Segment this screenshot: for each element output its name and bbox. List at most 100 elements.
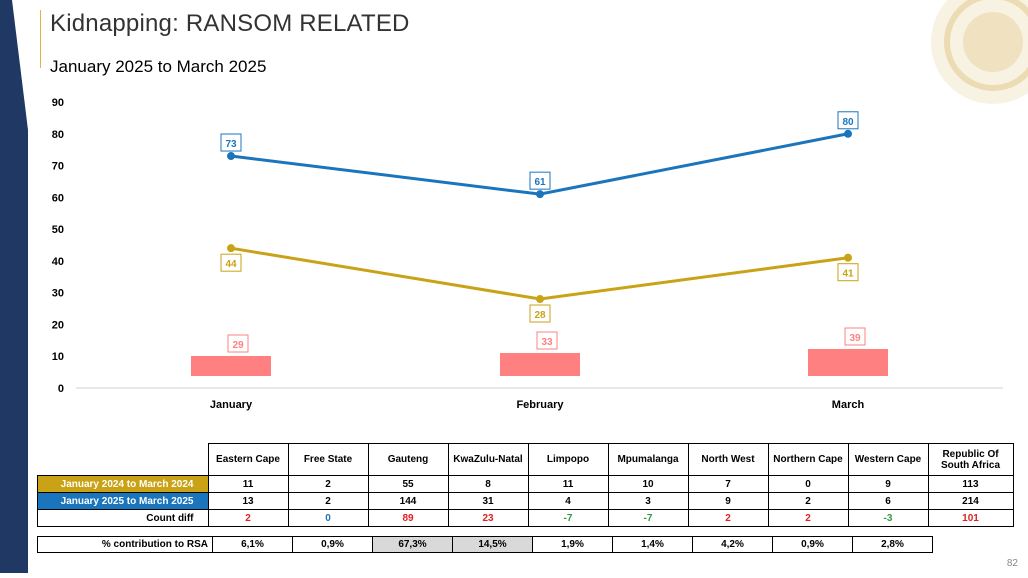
diff-cell: 2 — [687, 509, 769, 527]
y-tick-label: 60 — [52, 192, 64, 204]
contribution-cell: 67,3% — [372, 536, 453, 553]
data-label-box — [837, 263, 859, 282]
bar — [808, 349, 888, 376]
title-accent-rule — [40, 10, 41, 68]
table-row-2025: January 2025 to March 2025 13 2 144 31 4… — [37, 492, 1014, 510]
bar-label-box — [536, 331, 558, 350]
province-table: Eastern Cape Free State Gauteng KwaZulu-… — [37, 443, 1014, 527]
contribution-cell: 6,1% — [212, 536, 293, 553]
table-cell: 113 — [927, 475, 1014, 493]
data-label-box — [220, 133, 242, 152]
column-header: Western Cape — [847, 443, 929, 476]
page-number: 82 — [1006, 558, 1018, 569]
table-cell: 9 — [847, 475, 929, 493]
slide-title: Kidnapping: RANSOM RELATED — [50, 10, 410, 37]
series-line — [230, 246, 849, 301]
x-tick-label: January — [210, 399, 253, 411]
contribution-cell: 4,2% — [692, 536, 773, 553]
data-label-box — [529, 304, 551, 323]
data-label: 73 — [225, 139, 237, 150]
table-cell: 144 — [367, 492, 449, 510]
table-row-2024: January 2024 to March 2024 11 2 55 8 11 … — [37, 475, 1014, 493]
column-header: Mpumalanga — [607, 443, 689, 476]
diff-cell: -7 — [607, 509, 689, 527]
table-header-row: Eastern Cape Free State Gauteng KwaZulu-… — [38, 443, 1014, 476]
contribution-label: % contribution to RSA — [37, 536, 213, 553]
contribution-table: % contribution to RSA 6,1% 0,9% 67,3% 14… — [37, 536, 933, 553]
x-tick-label: March — [832, 399, 865, 411]
column-header: North West — [687, 443, 769, 476]
row-label-count-diff: Count diff — [37, 509, 209, 527]
series-point — [536, 190, 544, 199]
bar-label: 29 — [232, 340, 244, 351]
y-tick-label: 30 — [52, 288, 64, 300]
table-cell: 3 — [607, 492, 689, 510]
line-chart: 0 10 20 30 40 50 60 70 80 90 January February March… — [52, 97, 1003, 411]
diff-cell: 2 — [767, 509, 849, 527]
contribution-cell: 2,8% — [852, 536, 933, 553]
table-row-count-diff: Count diff 2 0 89 23 -7 -7 2 2 -3 101 — [37, 509, 1014, 527]
data-label: 61 — [534, 177, 546, 188]
bar — [191, 356, 271, 376]
series-point — [227, 152, 235, 161]
column-header: Northern Cape — [767, 443, 849, 476]
y-axis-ticks: 0 10 20 30 40 50 60 70 80 90 — [52, 97, 64, 395]
contribution-row: % contribution to RSA 6,1% 0,9% 67,3% 14… — [37, 536, 933, 553]
table-cell: 13 — [207, 492, 289, 510]
column-header: Free State — [287, 443, 369, 476]
data-label: 44 — [225, 259, 237, 270]
column-header: Gauteng — [367, 443, 449, 476]
left-bar-shape — [0, 0, 28, 573]
data-label: 80 — [842, 117, 854, 128]
contribution-cell: 0,9% — [292, 536, 373, 553]
column-header-rsa: Republic Of South Africa — [927, 443, 1014, 476]
series-point — [844, 129, 852, 138]
table-cell: 214 — [927, 492, 1014, 510]
left-decorative-bar — [0, 0, 28, 573]
table-cell: 6 — [847, 492, 929, 510]
table-cell: 2 — [287, 492, 369, 510]
y-tick-label: 50 — [52, 224, 64, 236]
bar-label: 39 — [849, 333, 861, 344]
bar-series: 29 33 39 — [191, 327, 888, 376]
diff-cell: 0 — [287, 509, 369, 527]
diff-cell: 2 — [207, 509, 289, 527]
diff-cell: -3 — [847, 509, 929, 527]
x-axis-ticks: January February March — [210, 399, 865, 411]
y-tick-label: 80 — [52, 129, 64, 141]
row-label-2025: January 2025 to March 2025 — [37, 492, 209, 510]
column-header: KwaZulu-Natal — [447, 443, 529, 476]
police-badge-watermark — [918, 0, 1028, 125]
diff-cell: 101 — [927, 509, 1014, 527]
y-tick-label: 20 — [52, 319, 64, 331]
data-label-box — [837, 111, 859, 130]
column-header: Limpopo — [527, 443, 609, 476]
contribution-cell: 1,9% — [532, 536, 613, 553]
series-point — [536, 295, 544, 304]
bar — [500, 353, 580, 376]
table-cell: 2 — [287, 475, 369, 493]
x-tick-label: February — [516, 399, 564, 411]
bar-label: 33 — [541, 337, 553, 348]
contribution-cell: 1,4% — [612, 536, 693, 553]
diff-cell: -7 — [527, 509, 609, 527]
row-label-2024: January 2024 to March 2024 — [37, 475, 209, 493]
y-tick-label: 10 — [52, 351, 64, 363]
bar-label-box — [844, 327, 866, 346]
bar-label-box — [227, 334, 249, 353]
table-cell: 0 — [767, 475, 849, 493]
data-label: 28 — [534, 310, 546, 321]
y-tick-label: 70 — [52, 161, 64, 173]
table-cell: 10 — [607, 475, 689, 493]
diff-cell: 23 — [447, 509, 529, 527]
table-cell: 55 — [367, 475, 449, 493]
slide-subtitle: January 2025 to March 2025 — [50, 57, 267, 76]
data-label-box — [529, 171, 551, 190]
data-label-box — [220, 253, 242, 272]
series-point — [844, 253, 852, 262]
table-cell: 11 — [527, 475, 609, 493]
y-tick-label: 0 — [58, 383, 64, 395]
table-cell: 31 — [447, 492, 529, 510]
table-cell: 4 — [527, 492, 609, 510]
line-series: 73 61 80 44 28 41 — [220, 111, 859, 323]
